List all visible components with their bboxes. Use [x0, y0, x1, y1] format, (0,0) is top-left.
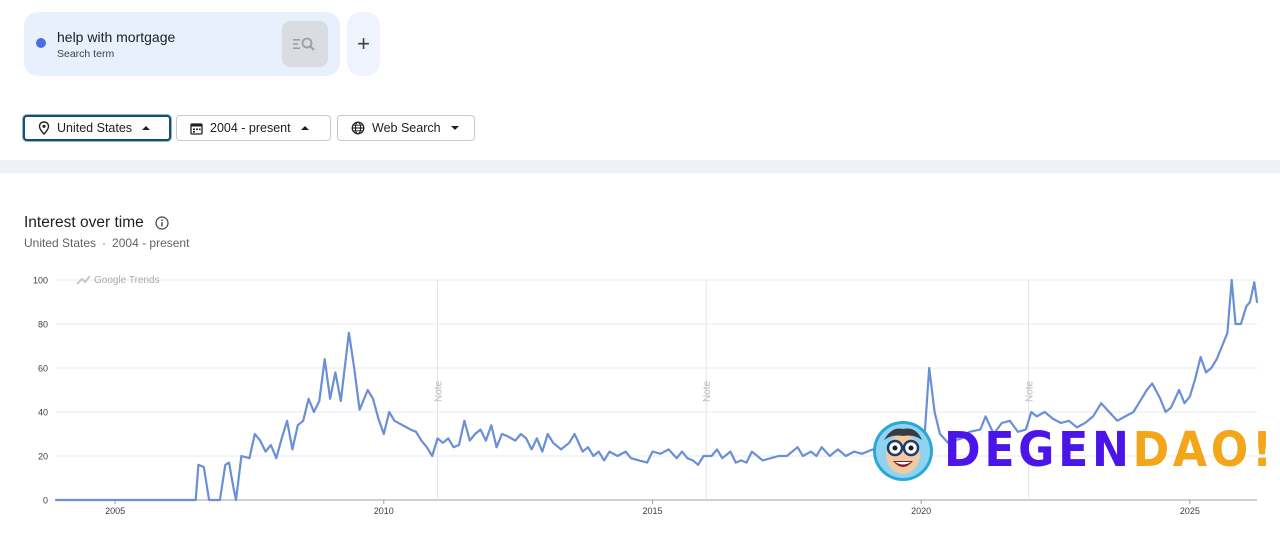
subtitle-separator: · [102, 236, 107, 250]
caret-up-icon [300, 125, 310, 131]
location-filter[interactable]: United States [23, 115, 171, 141]
add-label: + [357, 31, 370, 56]
y-tick-label: 40 [38, 408, 48, 418]
x-tick-label: 2005 [105, 506, 125, 516]
note-label: Note [434, 380, 445, 402]
note-layer: Note Note Note [434, 280, 1036, 500]
brand-wordmark: DEGENDAO! [944, 422, 1276, 478]
add-comparison-button[interactable]: + [347, 12, 380, 76]
section-divider [0, 160, 1280, 173]
subtitle-location: United States [24, 236, 97, 250]
caret-up-icon [141, 125, 151, 131]
calendar-icon [190, 122, 203, 135]
time-range-filter-label: 2004 - present [210, 121, 291, 135]
x-tick-label: 2020 [911, 506, 931, 516]
degendao-watermark: DEGENDAO! [872, 420, 1272, 482]
grid-layer [56, 279, 1257, 504]
y-tick-label: 100 [33, 276, 48, 286]
series-line-help-with-mortgage [54, 278, 1259, 502]
series-color-dot [36, 38, 46, 48]
search-list-icon [293, 37, 315, 51]
x-tick-label: 2025 [1180, 506, 1200, 516]
google-trends-logo: Google Trends [76, 275, 160, 286]
search-term-sublabel: Search term [57, 48, 115, 60]
brand-part-2: DAO! [1132, 422, 1276, 478]
mascot-avatar [873, 421, 933, 481]
y-tick-label: 0 [43, 496, 48, 506]
trends-logo-text: Google Trends [94, 275, 160, 286]
subtitle-range: 2004 - present [112, 236, 190, 250]
y-tick-labels: 0 20 40 60 80 100 [33, 276, 48, 506]
chart-title: Interest over time [24, 214, 144, 231]
search-term-card[interactable]: help with mortgage Search term [24, 12, 340, 76]
y-tick-label: 20 [38, 452, 48, 462]
note-label: Note [1025, 380, 1036, 402]
note-label: Note [702, 380, 713, 402]
location-pin-icon [38, 121, 50, 135]
time-range-filter[interactable]: 2004 - present [176, 115, 331, 141]
location-filter-label: United States [57, 121, 133, 135]
x-tick-label: 2010 [374, 506, 394, 516]
info-icon[interactable] [155, 216, 169, 235]
y-tick-label: 60 [38, 364, 48, 374]
x-tick-label: 2015 [642, 506, 662, 516]
property-filter[interactable]: Web Search [337, 115, 475, 141]
caret-down-icon [450, 125, 460, 131]
y-tick-label: 80 [38, 320, 48, 330]
search-suggestions-button[interactable] [282, 21, 328, 67]
globe-icon [351, 121, 365, 135]
chart-subtitle: United States · 2004 - present [24, 236, 189, 250]
trends-logo-icon [76, 275, 91, 285]
search-term-label[interactable]: help with mortgage [57, 29, 176, 45]
property-filter-label: Web Search [372, 121, 441, 135]
brand-part-1: DEGEN [944, 422, 1133, 478]
x-tick-labels: 2005 2010 2015 2020 2025 [105, 506, 1200, 516]
interest-over-time-chart: Note Note Note Google Trends 020406080100 … [33, 275, 1259, 516]
